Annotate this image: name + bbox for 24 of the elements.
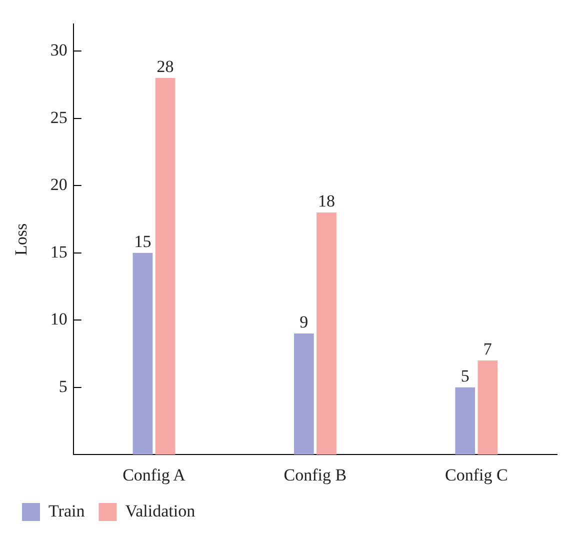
data-label: 18 bbox=[318, 191, 335, 210]
bar bbox=[478, 360, 498, 455]
legend-label: Train bbox=[48, 501, 86, 520]
bar bbox=[155, 78, 176, 455]
y-tick-label: 15 bbox=[50, 242, 68, 262]
data-label: 7 bbox=[483, 339, 492, 358]
data-label: 28 bbox=[156, 56, 174, 76]
data-label: 15 bbox=[134, 232, 152, 251]
y-tick-label: 30 bbox=[50, 40, 68, 60]
bar bbox=[316, 212, 336, 455]
y-tick-label: 20 bbox=[50, 175, 68, 194]
bar bbox=[294, 334, 314, 455]
y-tick-label: 5 bbox=[58, 376, 68, 396]
data-label: 5 bbox=[460, 366, 470, 386]
x-tick-label: Config A bbox=[122, 465, 186, 484]
legend-label: Validation bbox=[125, 501, 196, 520]
bar bbox=[132, 252, 153, 455]
data-label: 9 bbox=[300, 312, 308, 332]
y-tick-label: 10 bbox=[50, 310, 68, 329]
x-tick-label: Config C bbox=[444, 465, 508, 484]
bar bbox=[455, 387, 476, 455]
y-tick-label: 25 bbox=[50, 108, 68, 127]
x-tick-label: Config B bbox=[284, 465, 347, 484]
y-axis-title: Loss bbox=[12, 223, 31, 256]
